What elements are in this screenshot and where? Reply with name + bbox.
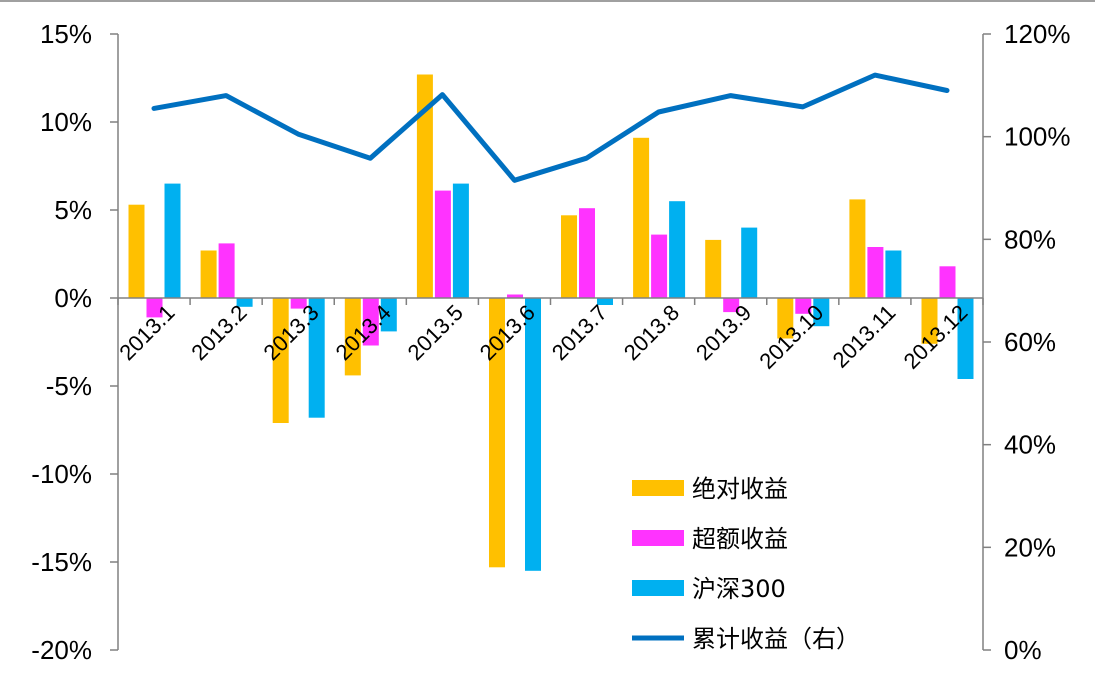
bar-3-2013.6 [525,298,541,571]
bar-1-2013.8 [633,137,650,298]
bar-1-2013.6 [489,298,505,568]
legend-label-3: 沪深300 [692,575,786,603]
legend-label-1: 绝对收益 [692,475,788,503]
left-tick-label: 10% [40,107,92,137]
left-tick-label: -5% [46,371,92,401]
bars-layer [128,74,974,571]
bar-2-2013.9 [723,298,740,313]
category-label-2013.8: 2013.8 [619,300,684,365]
line-layer [151,72,950,183]
legend-swatch-1 [632,480,684,496]
bar-1-2013.2 [200,250,217,298]
axes-layer: 15% 10% 5% 0% -5% -10% -15% -20% 120% 100% 80% 60% 4… [31,19,1070,665]
right-tick-label: 120% [1004,19,1071,49]
legend-label-4: 累计收益（右） [692,625,860,653]
right-tick-label: 20% [1004,532,1056,562]
category-label-2013.5: 2013.5 [403,300,468,365]
left-tick-label: 0% [54,283,92,313]
bar-1-2013.9 [705,239,722,298]
bar-1-2013.1 [128,204,145,298]
cumulative-return-line [151,72,950,183]
bar-3-2013.7 [597,298,613,305]
left-tick-label: -15% [31,547,92,577]
bar-3-2013.10 [813,298,830,327]
bar-2-2013.4 [362,298,379,346]
left-tick-label: -20% [31,635,92,665]
category-labels: 2013.1 2013.2 2013.3 2013.4 2013.5 2013.6 2013… [114,300,972,374]
category-label-2013.7: 2013.7 [547,300,612,365]
right-tick-label: 40% [1004,430,1056,460]
left-tick-label: 5% [54,195,92,225]
bar-2-2013.3 [290,298,307,309]
bar-2-2013.1 [146,298,163,318]
bar-3-2013.11 [885,250,902,298]
bar-3-2013.2 [236,298,253,307]
bar-1-2013.5 [416,74,433,298]
bar-2-2013.7 [579,208,595,298]
bar-3-2013.3 [308,298,325,418]
bar-1-2013.4 [344,298,361,376]
bar-2-2013.11 [867,247,884,298]
category-label-2013.11: 2013.11 [828,300,901,373]
bar-3-2013.9 [741,227,758,298]
bar-2-2013.8 [651,234,668,298]
left-tick-label: -10% [31,459,92,489]
bar-1-2013.11 [849,199,866,298]
right-tick-label: 80% [1004,224,1056,254]
bar-3-2013.1 [164,183,181,298]
bar-2-2013.6 [507,294,523,298]
right-tick-label: 0% [1004,635,1042,665]
bar-1-2013.12 [921,298,938,344]
bar-2-2013.12 [939,266,956,298]
legend-label-2: 超额收益 [692,525,788,553]
right-tick-label: 60% [1004,327,1056,357]
bar-1-2013.10 [777,298,794,339]
left-tick-label: 15% [40,19,92,49]
legend-swatch-2 [632,530,684,546]
category-label-2013.2: 2013.2 [186,300,251,365]
bar-2-2013.10 [795,298,812,314]
bar-3-2013.12 [957,298,974,379]
bar-3-2013.4 [380,298,397,332]
bar-1-2013.7 [561,215,577,298]
bar-3-2013.8 [669,201,686,298]
legend-swatch-3 [632,580,684,596]
bar-2-2013.2 [218,243,235,298]
right-tick-label: 100% [1004,122,1071,152]
bar-3-2013.5 [452,183,469,298]
bar-2-2013.5 [434,190,451,298]
bar-1-2013.3 [272,298,289,423]
